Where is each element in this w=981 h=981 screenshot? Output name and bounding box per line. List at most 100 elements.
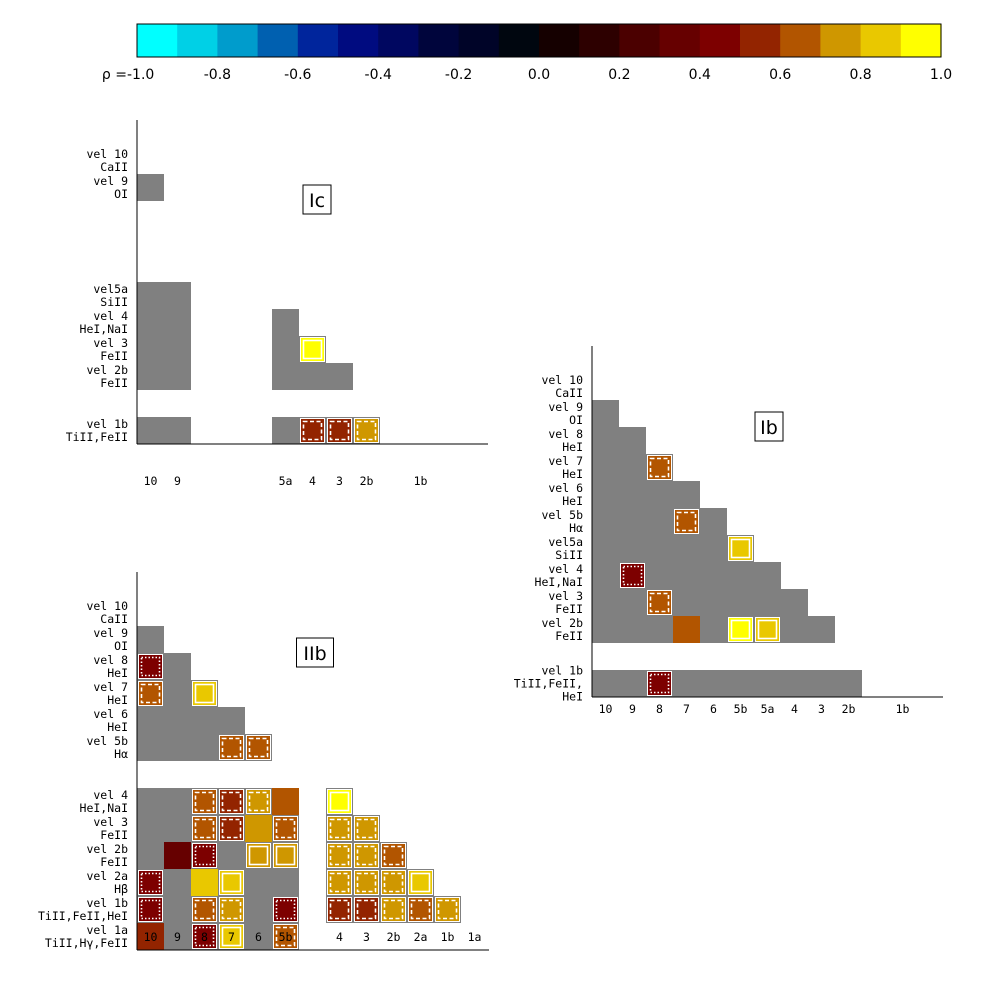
matrix-cell bbox=[646, 481, 673, 508]
colorbar-frame bbox=[136, 23, 942, 58]
matrix-cell bbox=[592, 481, 619, 508]
y-tick-label: vel 1a bbox=[86, 923, 128, 937]
correlation-cell bbox=[301, 338, 324, 361]
x-tick-label: 2b bbox=[387, 930, 401, 944]
y-tick-label: vel 3 bbox=[93, 815, 128, 829]
matrix-cell bbox=[164, 417, 191, 444]
matrix-cell bbox=[164, 680, 191, 707]
significance-marker bbox=[383, 845, 404, 866]
x-tick-label: 3 bbox=[336, 474, 343, 488]
matrix-cell bbox=[754, 562, 781, 589]
matrix-cell bbox=[592, 427, 619, 454]
y-tick-label: vel 2b bbox=[86, 842, 128, 856]
correlation-cell bbox=[729, 537, 752, 560]
matrix-cell bbox=[164, 282, 191, 309]
y-tick-label: FeII bbox=[100, 855, 128, 869]
significance-marker bbox=[302, 339, 323, 360]
correlation-cell bbox=[139, 655, 162, 678]
significance-marker bbox=[383, 899, 404, 920]
correlation-cell bbox=[272, 788, 299, 815]
matrix-cell bbox=[137, 309, 164, 336]
correlation-cell bbox=[648, 591, 671, 614]
significance-marker bbox=[302, 420, 323, 441]
matrix-cell bbox=[592, 589, 619, 616]
y-tick-label: vel5a bbox=[548, 535, 583, 549]
correlation-cell bbox=[621, 564, 644, 587]
x-tick-label: 7 bbox=[228, 930, 235, 944]
matrix-cell bbox=[164, 896, 191, 923]
colorbar-segment bbox=[659, 24, 701, 57]
correlation-cell bbox=[328, 817, 351, 840]
y-tick-label: OI bbox=[114, 639, 128, 653]
correlation-cell bbox=[648, 456, 671, 479]
x-tick-label: 5b bbox=[279, 930, 293, 944]
y-tick-label: OI bbox=[114, 187, 128, 201]
correlation-cell bbox=[328, 871, 351, 894]
significance-marker bbox=[140, 872, 161, 893]
significance-marker bbox=[221, 737, 242, 758]
y-tick-label: Hα bbox=[569, 521, 583, 535]
colorbar-segment bbox=[458, 24, 500, 57]
significance-marker bbox=[757, 619, 778, 640]
matrix-cell bbox=[619, 454, 646, 481]
colorbar-prefix: ρ = bbox=[102, 67, 127, 83]
colorbar-segment bbox=[820, 24, 862, 57]
matrix-cell bbox=[592, 616, 619, 643]
significance-marker bbox=[275, 845, 296, 866]
significance-marker bbox=[221, 926, 242, 947]
colorbar-tick-label: 0.6 bbox=[769, 67, 791, 83]
correlation-cell bbox=[220, 925, 243, 948]
correlation-cell bbox=[220, 790, 243, 813]
matrix-cell bbox=[137, 336, 164, 363]
significance-marker bbox=[622, 565, 643, 586]
colorbar-segment bbox=[338, 24, 379, 57]
y-tick-label: HeI bbox=[562, 494, 583, 508]
colorbar-tick-label: -0.8 bbox=[204, 67, 231, 83]
x-tick-label: 1a bbox=[468, 930, 482, 944]
y-tick-label: vel 4 bbox=[93, 788, 128, 802]
y-tick-label: vel 5b bbox=[541, 508, 583, 522]
colorbar-tick-label: -1.0 bbox=[127, 67, 154, 83]
y-tick-label: vel 9 bbox=[93, 626, 128, 640]
significance-marker bbox=[329, 899, 350, 920]
correlation-cell bbox=[193, 790, 216, 813]
correlation-cell bbox=[193, 925, 216, 948]
y-tick-label: vel 10 bbox=[86, 599, 128, 613]
y-tick-label: TiII,FeII,HeI bbox=[38, 909, 128, 923]
correlation-cell bbox=[382, 898, 405, 921]
matrix-cell bbox=[727, 670, 754, 697]
colorbar-segment bbox=[257, 24, 299, 57]
colorbar-tick-label: -0.6 bbox=[284, 67, 311, 83]
colorbar-segment bbox=[579, 24, 620, 57]
correlation-cell bbox=[382, 844, 405, 867]
x-tick-label: 9 bbox=[174, 930, 181, 944]
correlation-cell bbox=[729, 618, 752, 641]
correlation-cell bbox=[139, 871, 162, 894]
matrix-cell bbox=[619, 670, 646, 697]
matrix-cell bbox=[164, 363, 191, 390]
colorbar-tick-label: 0.0 bbox=[528, 67, 550, 83]
x-tick-label: 9 bbox=[629, 702, 636, 716]
matrix-cell bbox=[191, 734, 218, 761]
correlation-cell bbox=[137, 923, 164, 950]
correlation-cell bbox=[675, 510, 698, 533]
y-tick-label: HeI bbox=[107, 666, 128, 680]
x-tick-label: 5a bbox=[761, 702, 775, 716]
x-tick-label: 10 bbox=[144, 474, 158, 488]
matrix-cell bbox=[272, 417, 299, 444]
y-tick-label: OI bbox=[569, 413, 583, 427]
matrix-cell bbox=[164, 788, 191, 815]
y-tick-label: FeII bbox=[100, 349, 128, 363]
y-tick-label: vel 6 bbox=[93, 707, 128, 721]
significance-marker bbox=[730, 538, 751, 559]
matrix-cell bbox=[164, 923, 191, 950]
significance-marker bbox=[248, 791, 269, 812]
x-tick-label: 10 bbox=[144, 930, 158, 944]
y-tick-label: vel 2b bbox=[86, 363, 128, 377]
colorbar-segment bbox=[297, 24, 339, 57]
y-tick-label: vel 9 bbox=[93, 174, 128, 188]
significance-marker bbox=[437, 899, 458, 920]
matrix-cell bbox=[646, 535, 673, 562]
colorbar-tick-label: 0.8 bbox=[849, 67, 871, 83]
matrix-cell bbox=[592, 454, 619, 481]
